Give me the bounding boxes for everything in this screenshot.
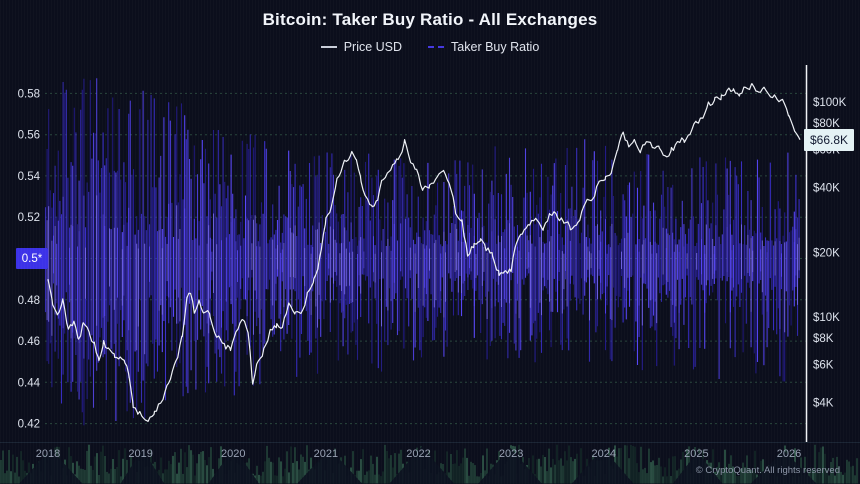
legend-label-price-usd: Price USD (343, 40, 403, 54)
timeline-navigator[interactable] (0, 443, 860, 484)
legend-label-taker-buy-ratio: Taker Buy Ratio (451, 40, 540, 54)
navigator-mountain (389, 446, 455, 484)
plot-area[interactable] (45, 65, 806, 442)
legend-item-taker-buy-ratio[interactable]: Taker Buy Ratio (428, 40, 539, 54)
left-axis-tick-label: 0.44 (18, 377, 41, 389)
left-axis-tick-label: 0.52 (18, 212, 40, 224)
taker-ratio-swatch-icon (428, 46, 445, 48)
left-axis-tick-label: 0.56 (18, 130, 40, 142)
x-axis-year-label: 2025 (684, 448, 708, 460)
current-ratio-badge: 0.5* (16, 248, 48, 269)
chart-legend: Price USD Taker Buy Ratio (0, 40, 860, 54)
right-axis-tick-label: $100K (813, 97, 847, 109)
legend-item-price-usd[interactable]: Price USD (320, 40, 403, 54)
left-axis-tick-label: 0.42 (18, 419, 40, 431)
navigator-mountain (120, 448, 165, 484)
price-line-swatch-icon (320, 46, 337, 48)
left-axis-tick-label: 0.54 (18, 171, 41, 183)
right-axis-tick-label: $4K (813, 398, 834, 410)
current-price-badge: $66.8K (804, 129, 854, 151)
left-axis-tick-label: 0.48 (18, 295, 40, 307)
x-axis-year-label: 2026 (777, 448, 801, 460)
x-axis-year-label: 2023 (499, 448, 523, 460)
price-line-path (47, 83, 801, 423)
navigator-mountain (18, 448, 83, 484)
navigator-mountain (208, 447, 260, 484)
chart-title: Bitcoin: Taker Buy Ratio - All Exchanges (262, 10, 598, 29)
right-axis-tick-label: $6K (813, 360, 834, 372)
x-axis-year-label: 2022 (406, 448, 430, 460)
x-axis-year-label: 2019 (128, 448, 152, 460)
right-axis-tick-label: $40K (813, 183, 840, 195)
x-axis-labels: 2018 2019 2020 2021 2022 2023 2024 2025 2026 (36, 448, 801, 460)
navigator-mountain (672, 451, 723, 484)
left-axis-tick-label: 0.58 (18, 88, 40, 100)
navigator-mountain (296, 448, 363, 484)
right-axis-tick-label: $80K (813, 118, 840, 130)
right-axis-tick-label: $20K (813, 247, 840, 259)
x-axis-year-label: 2020 (221, 448, 245, 460)
copyright-label: © CryptoQuant. All rights reserved (695, 465, 840, 476)
timeline-navigator-group (0, 442, 860, 484)
left-axis-tick-labels: 0.58 0.56 0.54 0.52 0.48 0.46 0.44 0.42 (18, 88, 41, 430)
right-axis-tick-label: $10K (813, 312, 840, 324)
x-axis-year-label: 2018 (36, 448, 60, 460)
price-usd-series (47, 83, 801, 423)
navigator-mountain (477, 447, 543, 484)
navigator-mountain (750, 450, 817, 484)
navigator-mountain (571, 448, 634, 484)
right-axis-tick-label: $8K (813, 333, 834, 345)
left-axis-tick-label: 0.46 (18, 336, 40, 348)
x-axis-year-label: 2021 (314, 448, 338, 460)
x-axis-year-label: 2024 (592, 448, 616, 460)
